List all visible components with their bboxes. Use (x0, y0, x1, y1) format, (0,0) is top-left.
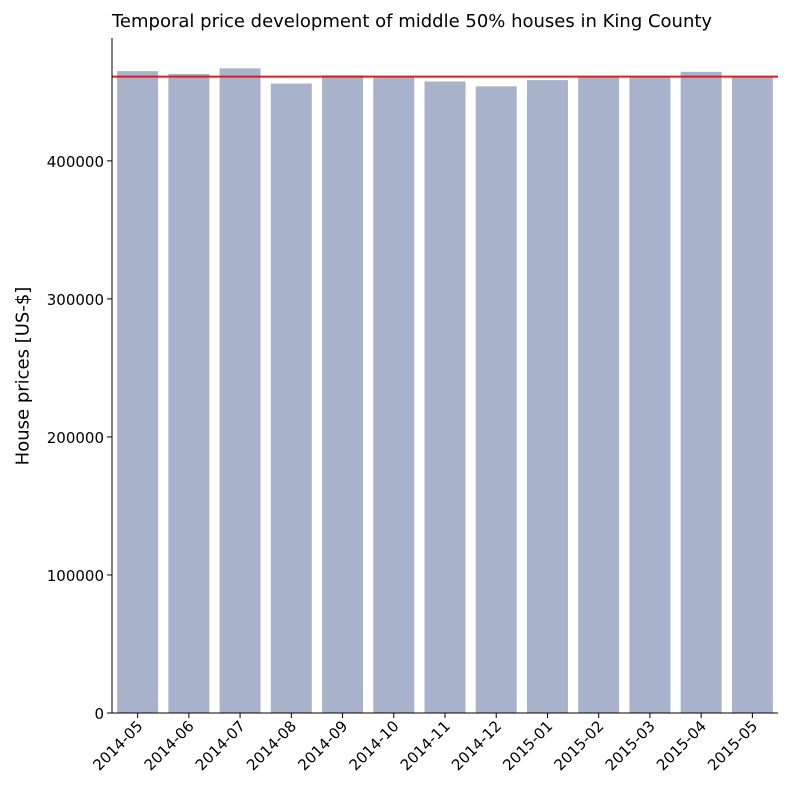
x-tick-label: 2014-06 (141, 717, 198, 774)
x-tick-label: 2014-12 (448, 717, 505, 774)
bar-2015-01 (526, 80, 568, 714)
bar-2014-07 (219, 68, 261, 714)
x-tick-label: 2015-05 (704, 717, 761, 774)
bar-2014-12 (475, 86, 517, 713)
x-ticks-group: 2014-052014-062014-072014-082014-092014-… (89, 713, 761, 774)
y-tick-label: 100000 (47, 567, 104, 585)
x-tick-label: 2015-03 (602, 717, 659, 774)
y-ticks-group: 0 100000 200000 300000 400000 (47, 153, 112, 723)
bar-2014-09 (322, 75, 364, 713)
x-tick-label: 2014-07 (192, 717, 249, 774)
bar-2014-05 (117, 71, 159, 713)
bar-2015-04 (680, 71, 722, 713)
x-tick-label: 2014-11 (397, 717, 454, 774)
y-tick-label: 400000 (47, 153, 104, 171)
x-tick-label: 2015-04 (653, 717, 710, 774)
bar-2014-10 (373, 76, 415, 713)
bar-2015-02 (578, 77, 620, 714)
bar-2015-03 (629, 77, 671, 714)
bar-2014-08 (270, 83, 312, 714)
x-tick-label: 2014-05 (89, 717, 146, 774)
bar-2015-05 (731, 77, 773, 714)
chart-title: Temporal price development of middle 50%… (112, 11, 713, 32)
x-tick-label: 2015-02 (550, 717, 607, 774)
x-tick-label: 2014-08 (243, 717, 300, 774)
bars-group (117, 68, 773, 714)
bar-2014-06 (168, 73, 210, 713)
x-tick-label: 2014-09 (294, 717, 351, 774)
x-tick-label: 2015-01 (499, 717, 556, 774)
y-tick-label: 300000 (47, 291, 104, 309)
x-tick-label: 2014-10 (346, 717, 403, 774)
y-tick-label: 200000 (47, 429, 104, 447)
y-tick-label: 0 (94, 705, 104, 723)
bar-2014-11 (424, 81, 466, 714)
